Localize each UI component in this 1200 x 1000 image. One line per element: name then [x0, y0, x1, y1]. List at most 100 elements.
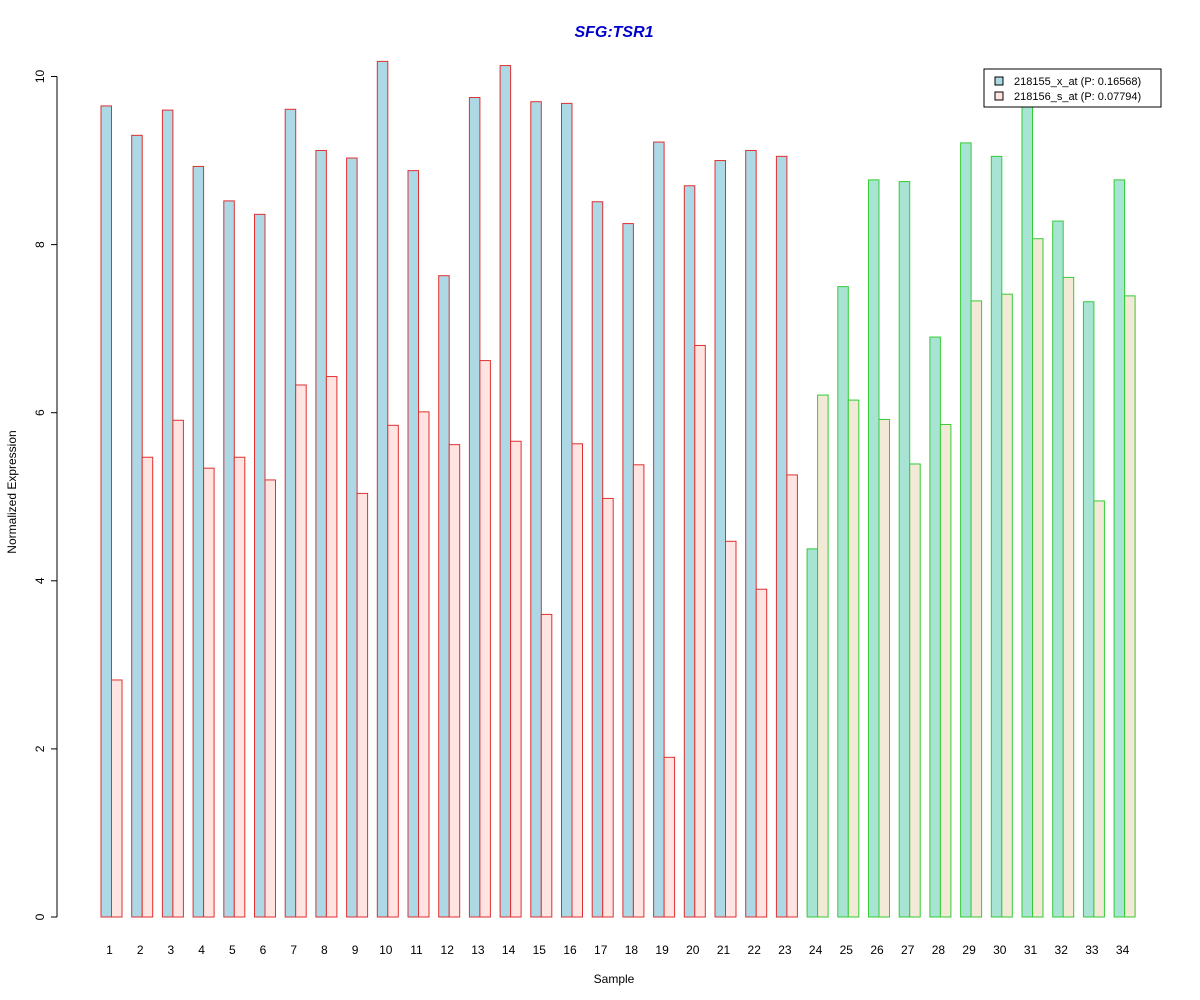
bar-series2-4 [203, 467, 215, 918]
bar-series1-17 [591, 201, 604, 918]
x-tick-label: 3 [168, 943, 175, 957]
x-tick-label: 10 [379, 943, 393, 957]
bar-series2-23 [786, 474, 798, 918]
bar-series2-7 [295, 384, 307, 918]
x-tick-label: 25 [840, 943, 854, 957]
bar-series1-14 [499, 65, 512, 918]
bar-series1-23 [775, 155, 788, 918]
x-tick-label: 24 [809, 943, 823, 957]
bar-series1-31 [1021, 101, 1033, 918]
x-axis-title: Sample [594, 972, 635, 986]
legend: 218155_x_at (P: 0.16568) 218156_s_at (P: … [983, 68, 1162, 108]
bar-series2-12 [448, 444, 461, 918]
bar-series2-29 [970, 300, 983, 918]
x-tick-label: 5 [229, 943, 236, 957]
bar-series2-3 [172, 419, 184, 918]
bar-series2-30 [1001, 293, 1013, 918]
x-tick-label: 21 [717, 943, 731, 957]
bar-series1-20 [683, 185, 696, 918]
bar-series1-3 [161, 109, 174, 918]
y-tick-label: 6 [33, 409, 47, 416]
bar-series1-29 [960, 142, 972, 918]
bar-series1-7 [284, 108, 297, 918]
bar-series2-11 [418, 411, 430, 918]
y-axis-title: Normalized Expression [5, 430, 19, 553]
bar-series1-27 [898, 181, 911, 918]
bar-series2-27 [909, 463, 921, 918]
x-tick-label: 9 [352, 943, 359, 957]
x-tick-label: 6 [260, 943, 267, 957]
x-tick-label: 12 [441, 943, 455, 957]
x-tick-label: 28 [932, 943, 946, 957]
x-tick-label: 16 [563, 943, 577, 957]
bar-series1-28 [929, 336, 941, 918]
legend-box [983, 68, 1162, 108]
bar-series1-16 [561, 102, 573, 918]
legend-label-2: 218156_s_at (P: 0.07794) [1014, 91, 1141, 103]
bar-series1-2 [131, 134, 143, 918]
bar-series1-13 [468, 97, 481, 918]
bar-series2-8 [325, 376, 338, 918]
bar-series2-24 [817, 394, 829, 918]
bar-series1-25 [837, 286, 849, 918]
x-tick-label: 2 [137, 943, 144, 957]
x-tick-label: 30 [993, 943, 1007, 957]
bar-series1-10 [376, 60, 389, 918]
x-tick-label: 1 [106, 943, 113, 957]
chart-title: SFG:TSR1 [574, 24, 653, 41]
bar-series1-30 [990, 155, 1003, 918]
bar-series2-18 [632, 464, 645, 918]
bar-series1-22 [745, 149, 757, 918]
bar-series2-33 [1093, 500, 1105, 918]
bar-series2-9 [356, 492, 369, 918]
bar-series1-24 [806, 548, 819, 918]
x-tick-label: 18 [625, 943, 639, 957]
x-tick-label: 31 [1024, 943, 1038, 957]
y-tick-label: 0 [33, 913, 47, 920]
x-tick-label: 33 [1085, 943, 1099, 957]
bar-series2-31 [1032, 238, 1044, 918]
x-tick-label: 22 [748, 943, 762, 957]
bar-series2-16 [571, 443, 583, 918]
x-tick-label: 15 [533, 943, 547, 957]
bar-series1-19 [653, 141, 665, 918]
x-tick-label: 32 [1055, 943, 1069, 957]
x-tick-label: 20 [686, 943, 700, 957]
bar-series1-11 [407, 170, 419, 918]
x-tick-label: 11 [410, 943, 423, 957]
y-tick-label: 10 [33, 70, 47, 84]
bar-series2-1 [111, 679, 123, 918]
legend-swatch-1 [994, 76, 1004, 86]
x-tick-label: 7 [290, 943, 297, 957]
x-tick-label: 19 [655, 943, 669, 957]
bar-series2-20 [694, 344, 706, 918]
bar-series2-6 [264, 479, 276, 918]
bar-series1-33 [1082, 301, 1095, 918]
bar-series1-1 [100, 105, 112, 918]
x-tick-label: 14 [502, 943, 516, 957]
x-axis: 1 2 3 4 5 6 7 8 9 10 11 12 13 14 15 16 17 18 19 20 21 22 23 24 2… [106, 943, 1129, 957]
bar-series2-15 [540, 613, 553, 918]
bar-series1-9 [346, 157, 358, 918]
bar-series2-22 [755, 588, 768, 918]
x-tick-label: 34 [1116, 943, 1130, 957]
bar-series1-32 [1052, 220, 1064, 918]
bar-series2-21 [725, 540, 737, 918]
bar-series1-12 [438, 275, 450, 918]
x-tick-label: 27 [901, 943, 915, 957]
bar-series2-2 [141, 456, 154, 918]
y-tick-label: 2 [33, 745, 47, 752]
x-tick-label: 17 [594, 943, 608, 957]
bar-series2-17 [602, 497, 614, 918]
legend-swatch-2 [994, 91, 1004, 101]
bar-series1-8 [315, 149, 327, 918]
bar-series1-26 [868, 179, 880, 918]
bar-series2-32 [1062, 276, 1075, 918]
x-tick-label: 23 [778, 943, 792, 957]
y-axis: 0 2 4 6 8 10 [33, 70, 57, 920]
y-tick-label: 4 [33, 577, 47, 584]
x-tick-label: 26 [870, 943, 884, 957]
bar-series2-28 [939, 423, 952, 918]
bar-series1-34 [1113, 179, 1126, 918]
